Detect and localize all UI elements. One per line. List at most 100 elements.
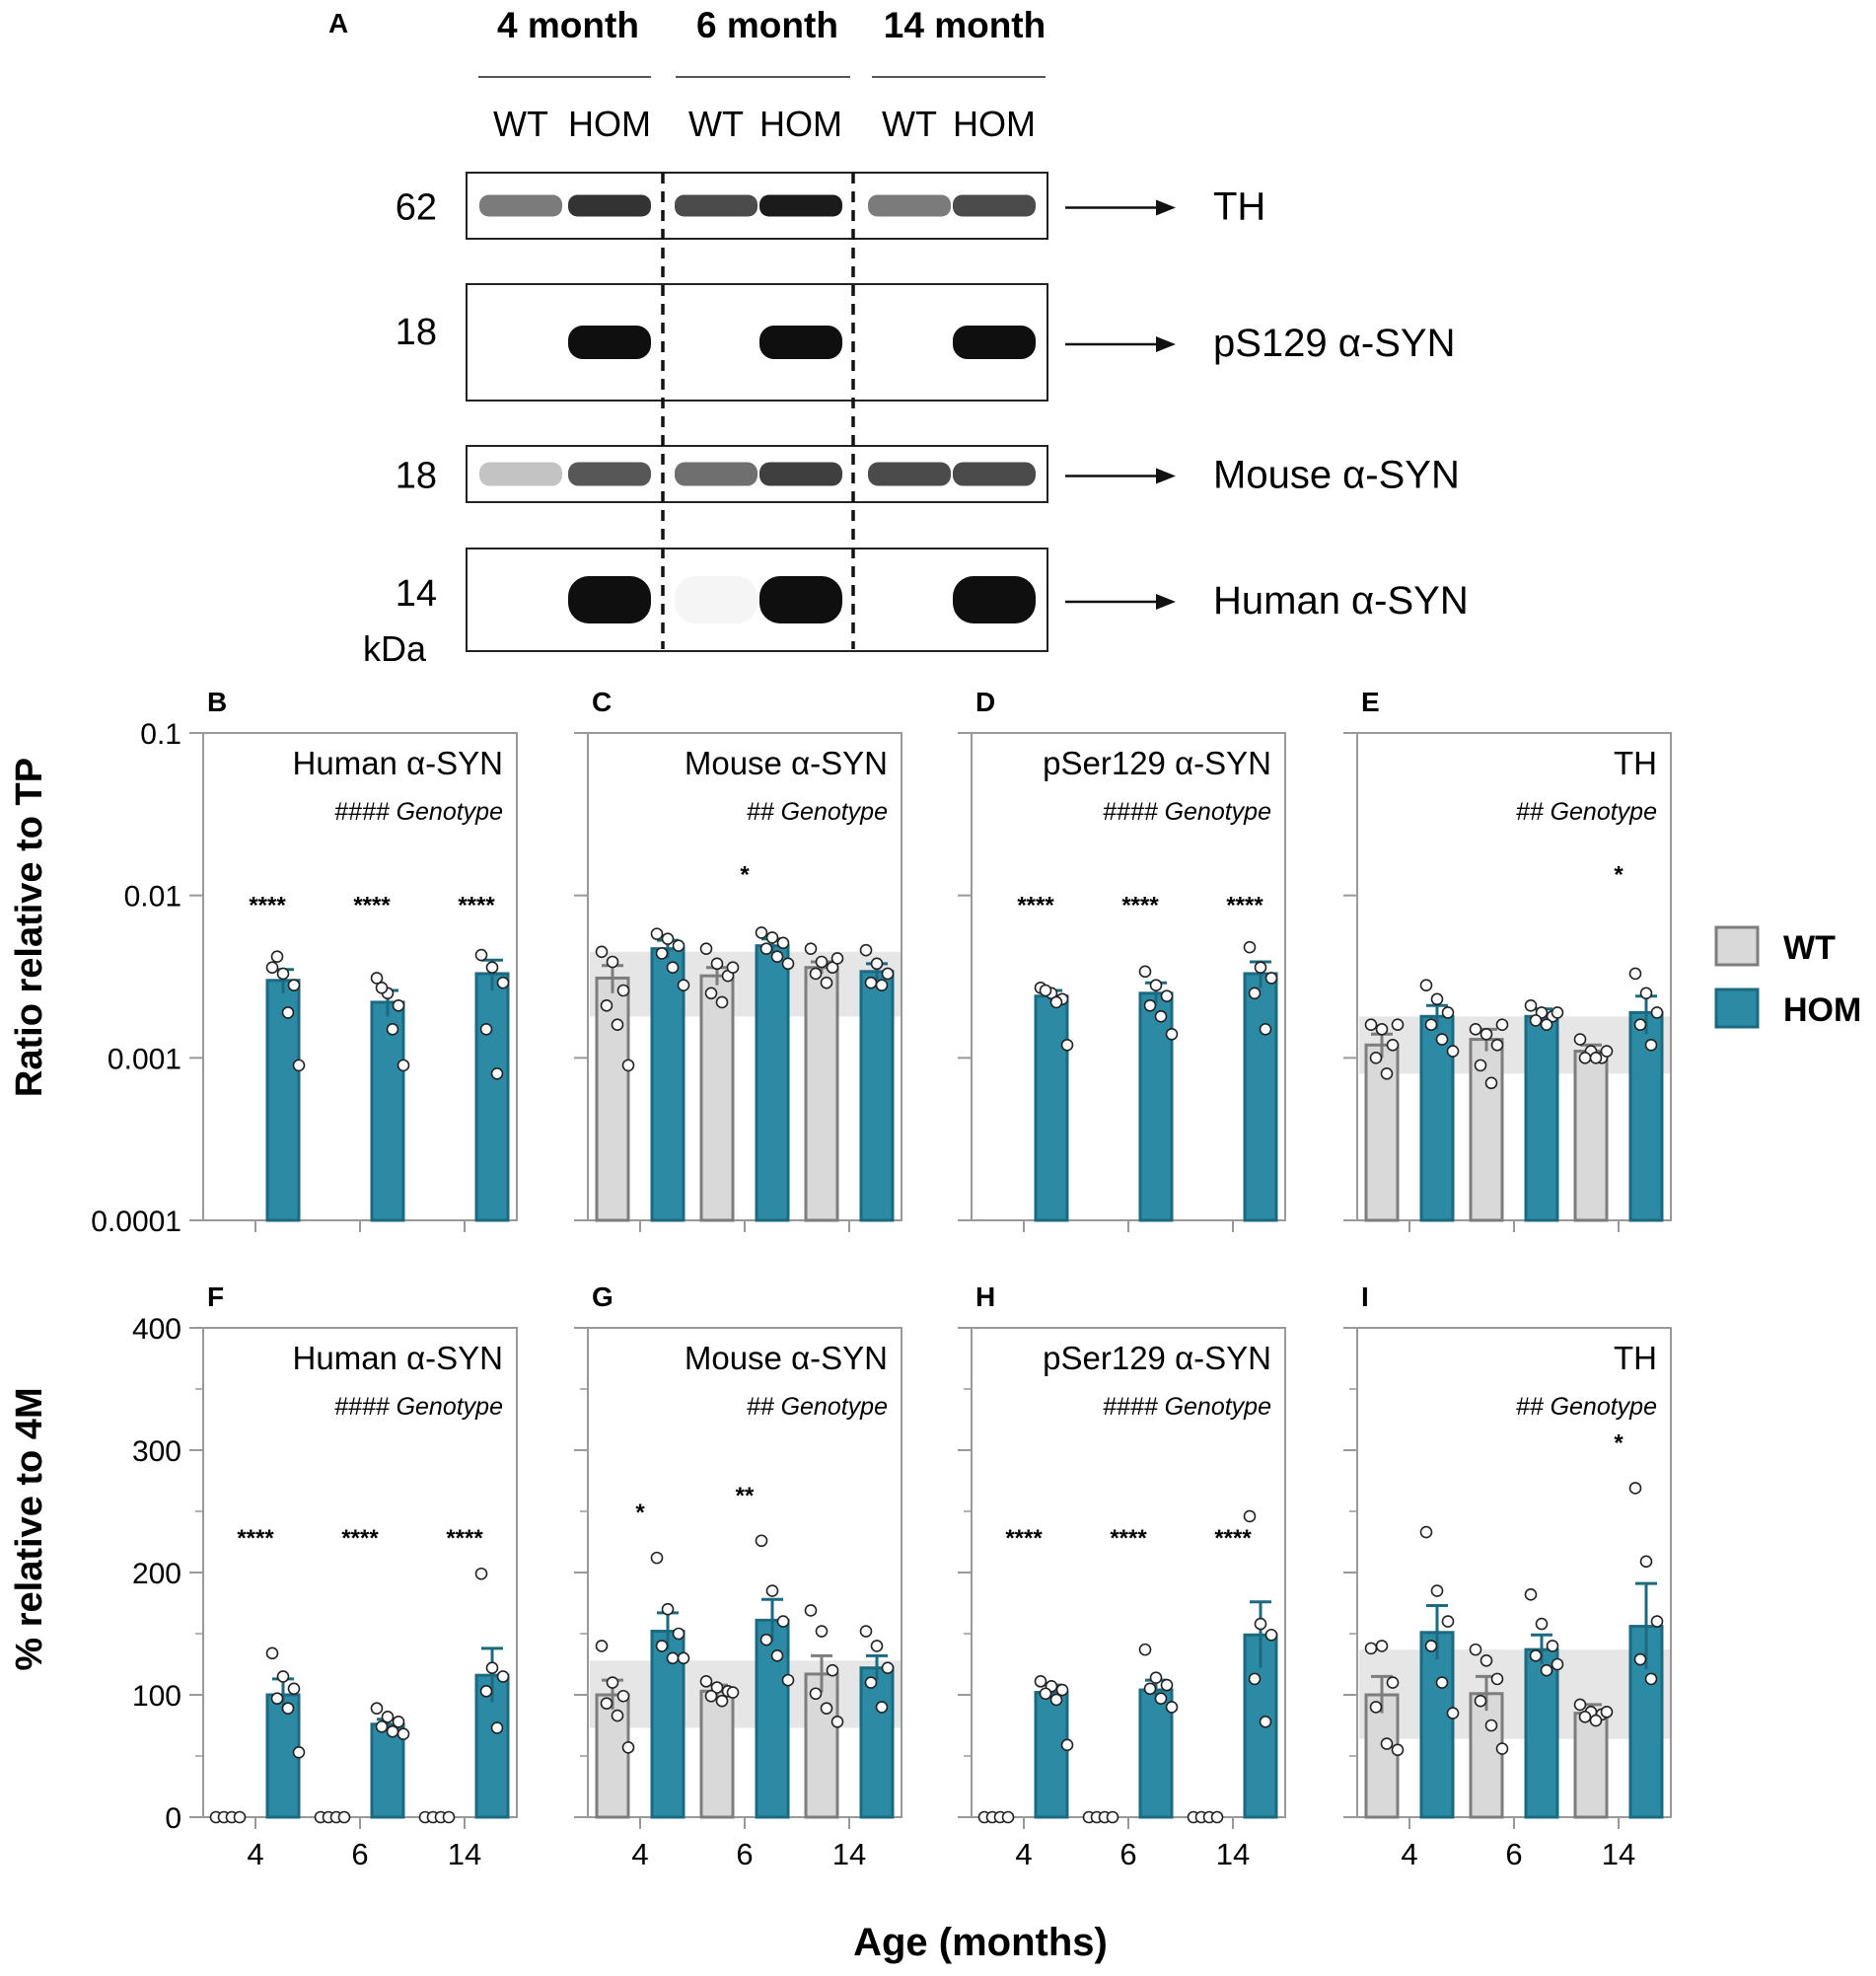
data-point: [479, 1684, 493, 1698]
data-point: [1380, 1066, 1394, 1080]
significance-mark: *: [1614, 862, 1623, 889]
x-tick-label: 6: [1119, 1837, 1136, 1871]
blot-lane-label: WT: [688, 104, 744, 144]
data-point: [595, 1640, 609, 1652]
data-point: [1034, 1675, 1047, 1688]
significance-mark: ****: [1214, 1525, 1252, 1552]
data-point: [870, 1640, 884, 1652]
data-point: [699, 942, 713, 955]
bar-wt: [699, 1689, 735, 1819]
data-point: [370, 1702, 384, 1715]
y-tick-label: 0.1: [140, 718, 181, 751]
data-point: [1573, 1698, 1587, 1712]
data-point: [1474, 1059, 1487, 1072]
data-point: [804, 942, 818, 955]
data-point: [1435, 1676, 1449, 1689]
data-point: [1039, 984, 1052, 997]
data-point: [1419, 1525, 1433, 1539]
data-point: [1106, 1810, 1119, 1824]
y-tick-label: 0.01: [124, 881, 181, 914]
data-point: [611, 1709, 624, 1722]
data-point: [595, 945, 609, 959]
bar-hom: [1524, 1647, 1559, 1819]
data-point: [485, 961, 499, 975]
chart-title: Human α-SYN: [293, 1340, 503, 1376]
y-axis-label-top: Ratio relative to TP: [9, 758, 50, 1097]
bar-wt: [699, 974, 735, 1222]
data-point: [726, 1686, 740, 1699]
data-point: [655, 947, 669, 960]
data-point: [864, 976, 878, 989]
data-point: [781, 1673, 795, 1687]
data-point: [600, 1697, 613, 1710]
significance-mark: ****: [353, 892, 391, 918]
data-point: [1430, 1584, 1444, 1597]
data-point: [1243, 940, 1257, 954]
data-point: [1633, 1018, 1647, 1032]
data-point: [826, 1663, 839, 1677]
bar-hom: [1524, 1014, 1559, 1222]
data-point: [392, 998, 405, 1012]
bar-hom: [265, 979, 301, 1222]
y-axis-label-bottom: % relative to 4M: [9, 1387, 50, 1670]
blot-band: [759, 462, 842, 486]
data-point: [616, 984, 630, 997]
data-point: [474, 1567, 488, 1580]
data-point: [485, 1661, 499, 1675]
data-point: [386, 1023, 399, 1036]
data-point: [621, 1741, 635, 1754]
y-tick-label: 100: [132, 1680, 181, 1713]
blot-arrow-head: [1156, 336, 1176, 352]
blot-band: [568, 326, 651, 359]
bar-hom: [370, 1000, 405, 1222]
data-point: [397, 1059, 410, 1072]
data-point: [270, 1692, 284, 1706]
data-point: [881, 967, 895, 981]
bar-hom: [859, 970, 895, 1222]
bar-wt: [1573, 1712, 1609, 1819]
data-point: [392, 1715, 405, 1728]
significance-mark: ****: [237, 1525, 274, 1552]
data-point: [781, 957, 795, 971]
significance-mark: ****: [458, 892, 495, 918]
bar-hom: [370, 1722, 405, 1819]
x-tick-label: 6: [1505, 1837, 1522, 1871]
data-point: [1143, 998, 1157, 1012]
chart-panel-c: C Mouse α-SYN ## Genotype *: [574, 687, 902, 1232]
blot-mw-label: 18: [396, 312, 437, 353]
significance-mark: ****: [1226, 892, 1263, 918]
significance-mark: *: [1614, 1429, 1623, 1456]
data-point: [621, 1059, 635, 1072]
data-point: [1143, 1682, 1157, 1696]
bar-hom: [1138, 991, 1174, 1222]
bar-hom: [755, 944, 790, 1222]
bar-wt: [595, 976, 630, 1222]
x-tick-label: 6: [351, 1837, 368, 1871]
data-point: [661, 932, 675, 946]
data-point: [820, 976, 833, 989]
data-point: [233, 1810, 247, 1824]
data-point: [1375, 1640, 1389, 1652]
data-point: [1160, 989, 1174, 1003]
data-point: [1149, 979, 1163, 992]
blot-band: [675, 194, 758, 217]
significance-mark: ****: [1110, 1525, 1147, 1552]
bar-hom: [1034, 1691, 1069, 1819]
bar-hom: [650, 947, 685, 1222]
blot-band: [953, 576, 1036, 623]
chart-stat: ## Genotype: [1516, 798, 1657, 826]
bar-hom: [1243, 972, 1278, 1222]
data-point: [287, 1682, 301, 1696]
data-point: [1138, 1643, 1152, 1656]
data-point: [875, 979, 889, 992]
data-point: [1650, 1615, 1664, 1628]
data-point: [474, 948, 488, 962]
legend: WT HOM: [1714, 925, 1861, 1029]
bar-hom: [474, 972, 510, 1222]
chart-title: Human α-SYN: [293, 745, 503, 781]
data-point: [292, 1059, 306, 1072]
blot-lane-label: WT: [493, 104, 548, 144]
blot-band: [568, 462, 651, 486]
